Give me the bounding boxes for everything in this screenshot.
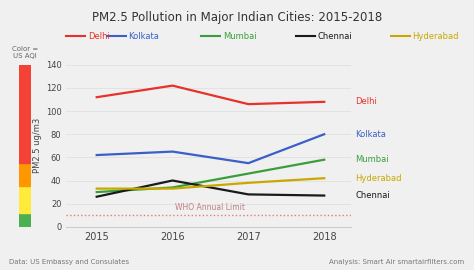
Bar bbox=[19, 163, 31, 186]
Text: Color =
US AQI: Color = US AQI bbox=[12, 46, 38, 59]
Bar bbox=[19, 186, 31, 213]
Text: Hyderabad: Hyderabad bbox=[412, 32, 459, 41]
Text: Mumbai: Mumbai bbox=[356, 155, 389, 164]
Text: Kolkata: Kolkata bbox=[356, 130, 386, 139]
Text: PM2.5 Pollution in Major Indian Cities: 2015-2018: PM2.5 Pollution in Major Indian Cities: … bbox=[92, 11, 382, 24]
Text: Hyderabad: Hyderabad bbox=[356, 174, 402, 183]
Text: Analysis: Smart Air smartairfilters.com: Analysis: Smart Air smartairfilters.com bbox=[329, 259, 465, 265]
Y-axis label: PM2.5 ug/m3: PM2.5 ug/m3 bbox=[33, 118, 42, 173]
Bar bbox=[19, 213, 31, 227]
Text: Delhi: Delhi bbox=[356, 97, 377, 106]
Bar bbox=[19, 53, 31, 163]
Text: Delhi: Delhi bbox=[88, 32, 109, 41]
Text: WHO Annual Limit: WHO Annual Limit bbox=[175, 203, 246, 212]
Text: Kolkata: Kolkata bbox=[128, 32, 159, 41]
Text: Data: US Embassy and Consulates: Data: US Embassy and Consulates bbox=[9, 259, 129, 265]
Text: Chennai: Chennai bbox=[356, 191, 390, 200]
Text: Mumbai: Mumbai bbox=[223, 32, 256, 41]
Text: Chennai: Chennai bbox=[318, 32, 352, 41]
